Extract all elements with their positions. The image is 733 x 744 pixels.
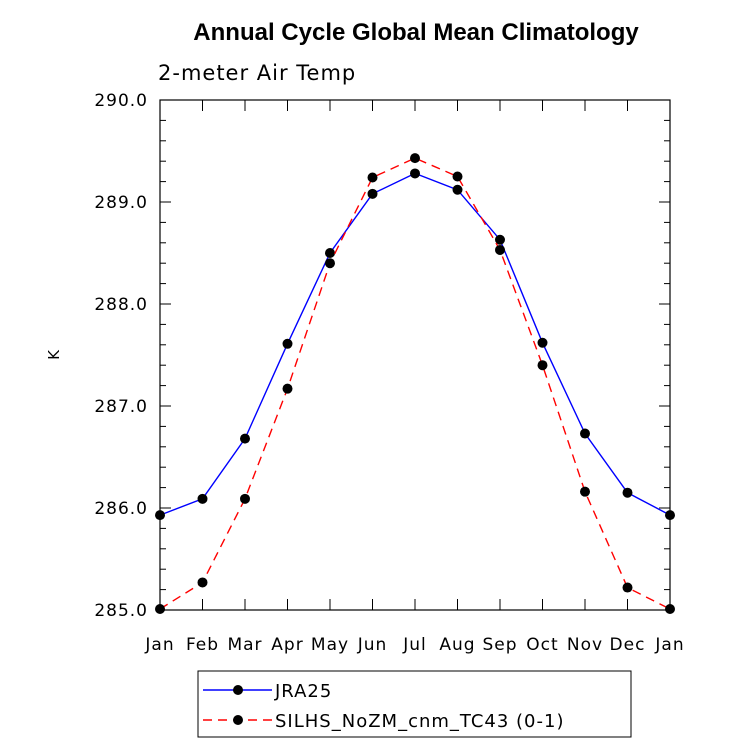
series-point-0 [367, 188, 378, 199]
legend-label-0: JRA25 [274, 681, 332, 702]
chart-subtitle: 2-meter Air Temp [158, 61, 356, 85]
legend-label-1: SILHS_NoZM_cnm_TC43 (0-1) [275, 711, 564, 732]
series-line-1 [159, 157, 671, 610]
y-tick-label: 286.0 [94, 499, 148, 519]
x-tick-label: Oct [526, 635, 558, 655]
series-point-0 [580, 428, 590, 439]
legend-marker-1 [233, 715, 243, 725]
x-tick-label: Apr [271, 635, 303, 655]
x-tick-label: Aug [439, 635, 475, 655]
series-point-1 [325, 258, 335, 269]
x-tick-label: Dec [610, 635, 646, 655]
series-point-0 [665, 510, 675, 521]
series-point-0 [325, 248, 335, 258]
series-point-1 [410, 153, 420, 164]
legend-marker-0 [233, 685, 243, 695]
series-point-0 [240, 433, 250, 444]
series-point-0 [282, 338, 293, 349]
series-point-1 [495, 244, 505, 255]
y-tick-label: 290.0 [94, 91, 148, 111]
x-tick-labels: Jan Feb Mar Apr May Jun Jul Aug Sep Oct Nov Dec Jan [144, 635, 684, 655]
series-point-1 [665, 603, 675, 614]
chart-title: Annual Cycle Global Mean Climatology [193, 19, 639, 46]
x-tick-label: Jun [357, 635, 388, 655]
series-point-1 [452, 171, 463, 182]
series-point-1 [580, 486, 590, 497]
series-point-0 [452, 184, 463, 195]
series-layer [155, 153, 675, 614]
legend: JRA25 SILHS_NoZM_cnm_TC43 (0-1) [203, 681, 564, 732]
series-point-0 [622, 487, 633, 498]
y-tick-label: 285.0 [94, 601, 148, 621]
x-tick-label: Feb [186, 635, 219, 655]
x-tick-label: Jan [144, 635, 174, 655]
y-tick-labels: 285.0 286.0 287.0 288.0 289.0 290.0 [94, 91, 148, 621]
x-tick-label: Mar [227, 635, 262, 655]
series-point-0 [155, 510, 165, 521]
legend-box [197, 670, 632, 738]
x-tick-label: May [311, 635, 349, 655]
series-point-1 [155, 603, 165, 614]
y-tick-label: 288.0 [94, 295, 148, 315]
series-point-1 [282, 383, 293, 394]
axis-ticks [159, 99, 671, 611]
series-point-1 [197, 577, 208, 588]
series-point-1 [537, 360, 548, 371]
series-point-0 [537, 337, 548, 348]
series-point-1 [367, 172, 378, 183]
x-tick-label: Sep [482, 635, 517, 655]
series-line-0 [159, 172, 671, 516]
y-axis-label: K [45, 349, 63, 360]
x-tick-label: Nov [567, 635, 603, 655]
x-tick-label: Jan [654, 635, 684, 655]
x-tick-label: Jul [402, 635, 427, 655]
y-tick-label: 289.0 [94, 193, 148, 213]
series-point-1 [622, 582, 633, 593]
series-point-1 [240, 493, 250, 504]
series-point-0 [495, 234, 505, 245]
series-point-0 [410, 168, 420, 179]
y-tick-label: 287.0 [94, 397, 148, 417]
series-point-0 [197, 493, 208, 504]
